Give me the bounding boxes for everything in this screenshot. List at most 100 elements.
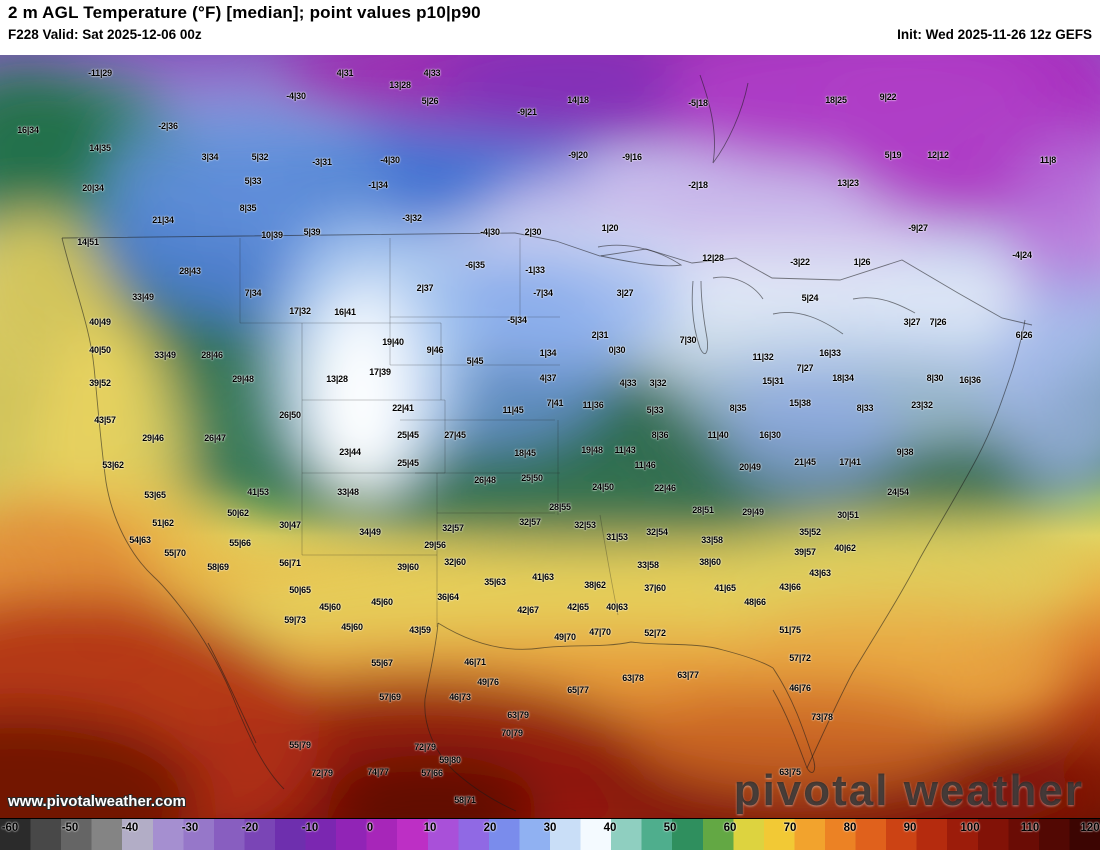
station-value: 63|75 (779, 767, 801, 777)
station-value: 46|71 (464, 657, 486, 667)
station-value: 53|65 (144, 490, 166, 500)
station-value: 52|72 (644, 628, 666, 638)
station-value: 29|48 (232, 374, 254, 384)
station-value: 4|31 (336, 68, 354, 78)
station-value: 31|53 (606, 532, 628, 542)
station-value: -11|29 (88, 68, 112, 78)
station-value: 45|60 (319, 602, 341, 612)
station-value: 10|39 (261, 230, 283, 240)
station-value: 50|65 (289, 585, 311, 595)
station-value: -2|18 (688, 180, 708, 190)
station-value: 2|31 (591, 330, 609, 340)
colorbar-tick-label: 50 (663, 822, 677, 834)
station-value: 28|51 (692, 505, 714, 515)
station-value: -4|30 (380, 155, 400, 165)
station-value: -1|34 (368, 180, 388, 190)
colorbar-tick-label: 90 (903, 822, 917, 834)
station-value: 13|23 (837, 178, 859, 188)
station-value: 58|71 (454, 795, 476, 805)
station-value: 0|30 (608, 345, 626, 355)
coastline-borders (61, 74, 1033, 812)
station-value: 14|51 (77, 237, 99, 247)
station-value: 13|28 (326, 374, 348, 384)
station-value: 43|66 (779, 582, 801, 592)
station-value: 20|49 (739, 462, 761, 472)
station-value: 20|34 (82, 183, 104, 193)
station-value: 29|56 (424, 540, 446, 550)
colorbar-tick-label: -10 (301, 822, 319, 834)
station-value: 70|79 (501, 728, 523, 738)
station-value: 56|71 (279, 558, 301, 568)
station-value: 17|41 (839, 457, 861, 467)
station-value: 21|34 (152, 215, 174, 225)
colorbar-tick-label: 60 (723, 822, 737, 834)
station-value: 13|28 (389, 80, 411, 90)
station-value: 28|43 (179, 266, 201, 276)
station-value: 55|70 (164, 548, 186, 558)
station-value: 30|51 (837, 510, 859, 520)
colorbar-tick-label: -40 (121, 822, 139, 834)
station-value: 12|12 (927, 150, 949, 160)
station-value: 33|49 (132, 292, 154, 302)
station-value: 5|24 (801, 293, 819, 303)
station-value: -5|18 (688, 98, 708, 108)
station-value: 3|27 (616, 288, 634, 298)
station-value: 5|33 (646, 405, 664, 415)
station-value: 32|57 (519, 517, 541, 527)
station-value: 35|52 (799, 527, 821, 537)
station-value: 38|60 (699, 557, 721, 567)
station-value: 26|47 (204, 433, 226, 443)
station-value: 11|46 (634, 460, 656, 470)
station-value: 74|77 (367, 767, 389, 777)
station-value: 3|27 (903, 317, 921, 327)
station-value: -9|21 (517, 107, 537, 117)
station-value: 16|36 (959, 375, 981, 385)
station-value: 18|25 (825, 95, 847, 105)
station-value: 32|53 (574, 520, 596, 530)
station-value: 8|30 (926, 373, 944, 383)
station-value: 40|62 (834, 543, 856, 553)
station-value: 63|78 (622, 673, 644, 683)
station-value: 11|40 (707, 430, 729, 440)
station-value: 39|52 (89, 378, 111, 388)
station-value: -4|24 (1012, 250, 1032, 260)
station-value: 41|63 (532, 572, 554, 582)
colorbar-tick-label: -50 (61, 822, 79, 834)
station-value: 8|35 (239, 203, 257, 213)
station-value: 40|63 (606, 602, 628, 612)
station-value: 53|62 (102, 460, 124, 470)
station-value: 8|33 (856, 403, 874, 413)
station-value: -1|33 (525, 265, 545, 275)
colorbar-tick-label: 20 (483, 822, 497, 834)
station-value: 26|50 (279, 410, 301, 420)
init-time-label: Init: Wed 2025-11-26 12z GEFS (897, 27, 1092, 42)
station-value: 42|67 (517, 605, 539, 615)
station-value: -9|27 (908, 223, 928, 233)
station-value: 57|72 (789, 653, 811, 663)
station-value: 40|50 (89, 345, 111, 355)
station-value: 18|45 (514, 448, 536, 458)
colorbar-tick-label: -30 (181, 822, 199, 834)
station-value: 16|41 (334, 307, 356, 317)
station-value: 45|60 (341, 622, 363, 632)
station-value: 11|36 (582, 400, 604, 410)
watermark-brand: pivotal weather (733, 766, 1084, 815)
station-value: 51|75 (779, 625, 801, 635)
station-value: 42|65 (567, 602, 589, 612)
station-value: 54|63 (129, 535, 151, 545)
station-value: 36|64 (437, 592, 459, 602)
station-value: 18|34 (832, 373, 854, 383)
station-value: 16|33 (819, 348, 841, 358)
station-value: 25|45 (397, 430, 419, 440)
station-value: 5|45 (466, 356, 484, 366)
station-value: 50|62 (227, 508, 249, 518)
colorbar-tick-label: 120 (1080, 822, 1100, 834)
station-value: 7|27 (796, 363, 814, 373)
station-value: 3|32 (649, 378, 667, 388)
station-value: 73|78 (811, 712, 833, 722)
temperature-map[interactable]: -11|29 4|31 13|28 4|33 -4|30 5|26 14|18 -5|18 18… (0, 55, 1100, 818)
station-value: 9|22 (879, 92, 897, 102)
station-value: 5|39 (303, 227, 321, 237)
station-value: 45|60 (371, 597, 393, 607)
station-value: 32|60 (444, 557, 466, 567)
